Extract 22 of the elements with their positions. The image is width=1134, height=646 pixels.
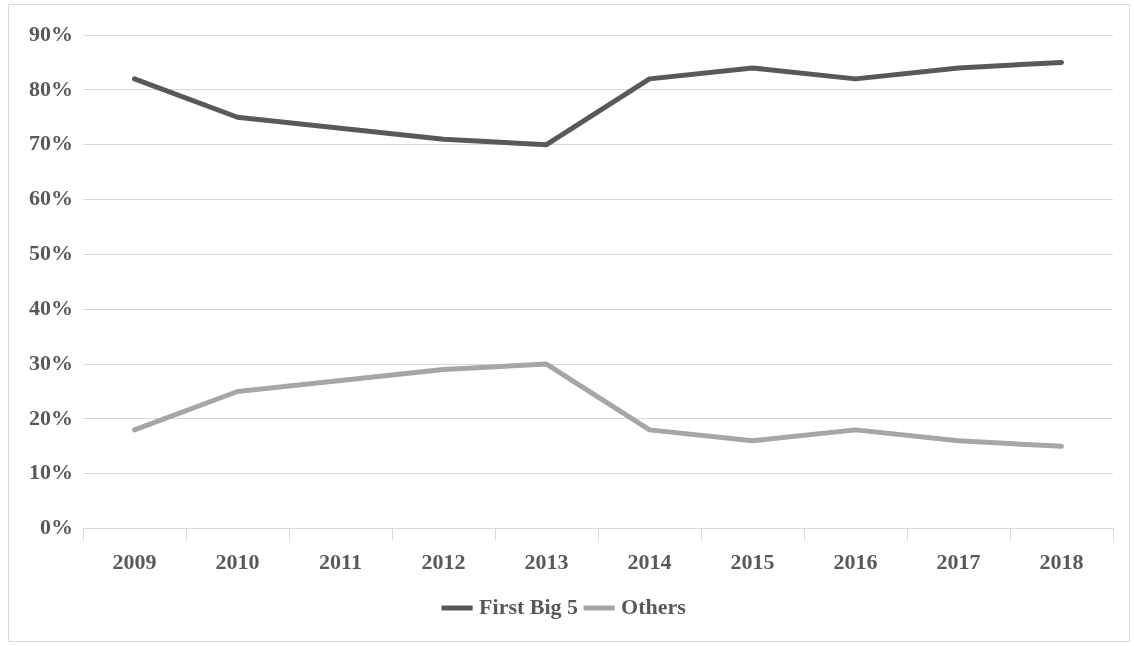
y-tick-label: 0% — [40, 514, 73, 540]
legend-label: Others — [621, 593, 687, 619]
x-tick-label: 2009 — [112, 549, 157, 575]
x-tick-label: 2017 — [936, 549, 981, 575]
x-tick-label: 2016 — [833, 549, 878, 575]
x-tick-label: 2015 — [730, 549, 775, 575]
x-tick-label: 2018 — [1039, 549, 1084, 575]
x-tick-label: 2014 — [627, 549, 672, 575]
y-tick-label: 20% — [29, 404, 73, 430]
y-tick-label: 40% — [29, 294, 73, 320]
y-tick-label: 50% — [29, 240, 73, 266]
x-tick-label: 2012 — [421, 549, 466, 575]
y-tick-label: 90% — [29, 20, 73, 46]
y-tick-label: 10% — [29, 459, 73, 485]
x-tick-label: 2011 — [319, 549, 362, 575]
x-tick-label: 2010 — [215, 549, 260, 575]
y-tick-label: 60% — [29, 185, 73, 211]
legend-label: First Big 5 — [479, 593, 579, 619]
y-tick-label: 80% — [29, 75, 73, 101]
y-tick-label: 30% — [29, 349, 73, 375]
y-tick-label: 70% — [29, 130, 73, 156]
x-tick-label: 2013 — [524, 549, 569, 575]
